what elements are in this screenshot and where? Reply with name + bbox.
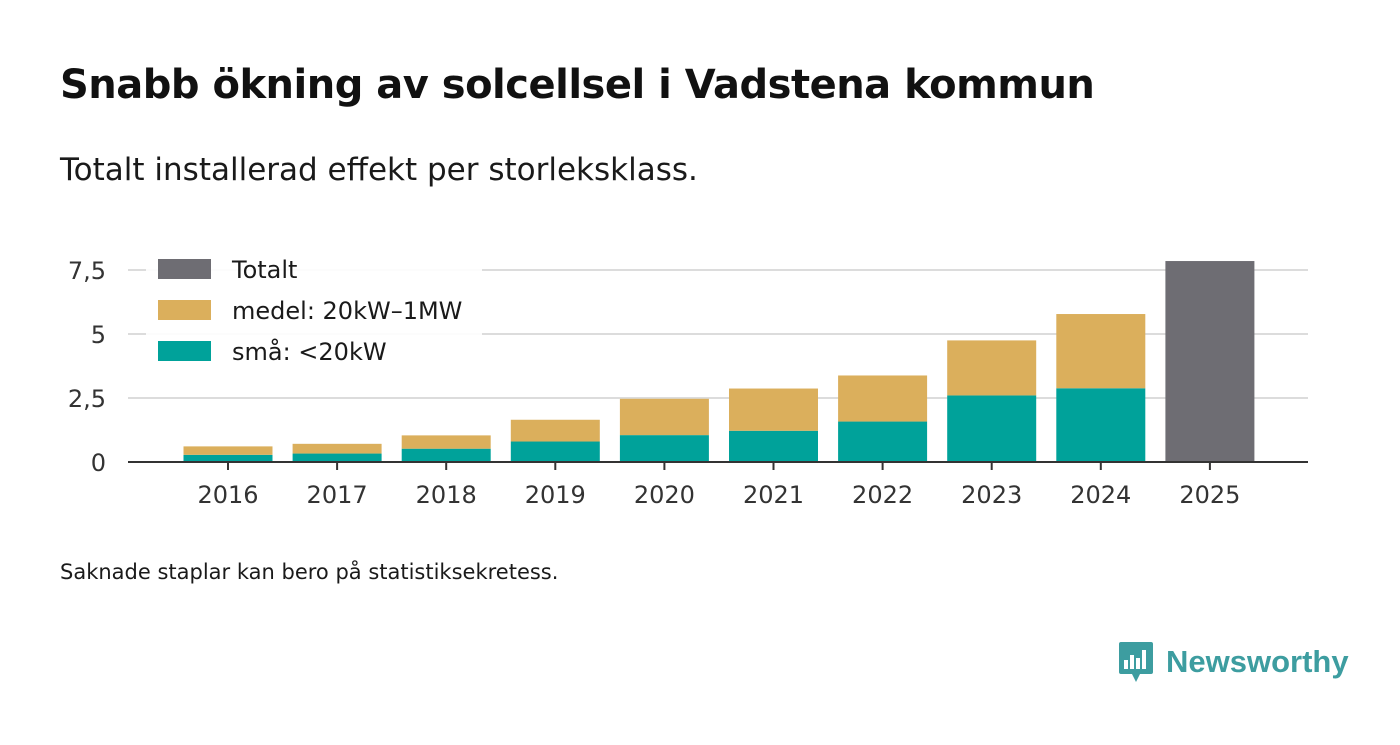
legend: Totalt medel: 20kW–1MW små: <20kW xyxy=(146,250,482,376)
bar-2020-små xyxy=(619,435,709,462)
x-axis-ticks: 2016 2017 2018 2019 2020 2021 2022 2023 2024 2025 xyxy=(197,462,1240,509)
x-tick-label: 2020 xyxy=(634,481,695,509)
y-tick-label: 2,5 xyxy=(68,385,106,413)
legend-label: Totalt xyxy=(231,256,297,284)
bar-2019-små xyxy=(510,441,600,462)
bar-2020-medel xyxy=(619,398,709,436)
bars xyxy=(183,261,1255,462)
y-tick-label: 5 xyxy=(91,321,106,349)
bar-2021-små xyxy=(729,430,818,462)
bar-2024-medel xyxy=(1056,314,1146,389)
y-tick-label: 0 xyxy=(91,449,106,477)
bar-2023-små xyxy=(947,395,1037,462)
bar-2024-små xyxy=(1056,388,1146,462)
brand-logo: Newsworthy xyxy=(1118,640,1349,684)
bar-chart: 0 2,5 5 7,5 2016 2017 2018 2019 2020 2021 2022 202… xyxy=(67,250,1308,509)
bar-2016-medel xyxy=(183,446,273,455)
bar-2023-medel xyxy=(947,340,1037,396)
bar-2016-små xyxy=(183,454,273,462)
chart-title: Snabb ökning av solcellsel i Vadstena ko… xyxy=(60,62,1095,108)
chart-subtitle: Totalt installerad effekt per storlekskl… xyxy=(60,152,698,188)
legend-label: små: <20kW xyxy=(232,337,387,366)
bar-2018-små xyxy=(401,448,491,462)
legend-swatch xyxy=(158,259,211,279)
bar-2018-medel xyxy=(401,435,491,449)
x-tick-label: 2021 xyxy=(743,481,804,509)
newsworthy-logo-icon xyxy=(1119,642,1153,682)
footnote: Saknade staplar kan bero på statistiksek… xyxy=(60,560,559,584)
y-axis-ticks: 0 2,5 5 7,5 xyxy=(68,257,106,477)
legend-swatch xyxy=(158,300,211,320)
x-tick-label: 2024 xyxy=(1070,481,1131,509)
x-tick-label: 2025 xyxy=(1179,481,1240,509)
bar-2025-totalt xyxy=(1165,261,1255,462)
bar-2021-medel xyxy=(729,388,818,431)
legend-label: medel: 20kW–1MW xyxy=(232,297,462,325)
y-tick-label: 7,5 xyxy=(68,257,106,285)
x-tick-label: 2019 xyxy=(525,481,586,509)
x-tick-label: 2016 xyxy=(197,481,258,509)
bar-2022-små xyxy=(838,421,928,462)
x-tick-label: 2023 xyxy=(961,481,1022,509)
x-tick-label: 2017 xyxy=(307,481,368,509)
bar-2019-medel xyxy=(510,419,600,442)
brand-name: Newsworthy xyxy=(1166,644,1349,679)
legend-swatch xyxy=(158,341,211,361)
bar-2022-medel xyxy=(838,375,928,422)
bar-2017-små xyxy=(292,453,382,462)
x-tick-label: 2022 xyxy=(852,481,913,509)
x-tick-label: 2018 xyxy=(416,481,477,509)
bar-2017-medel xyxy=(292,443,382,454)
